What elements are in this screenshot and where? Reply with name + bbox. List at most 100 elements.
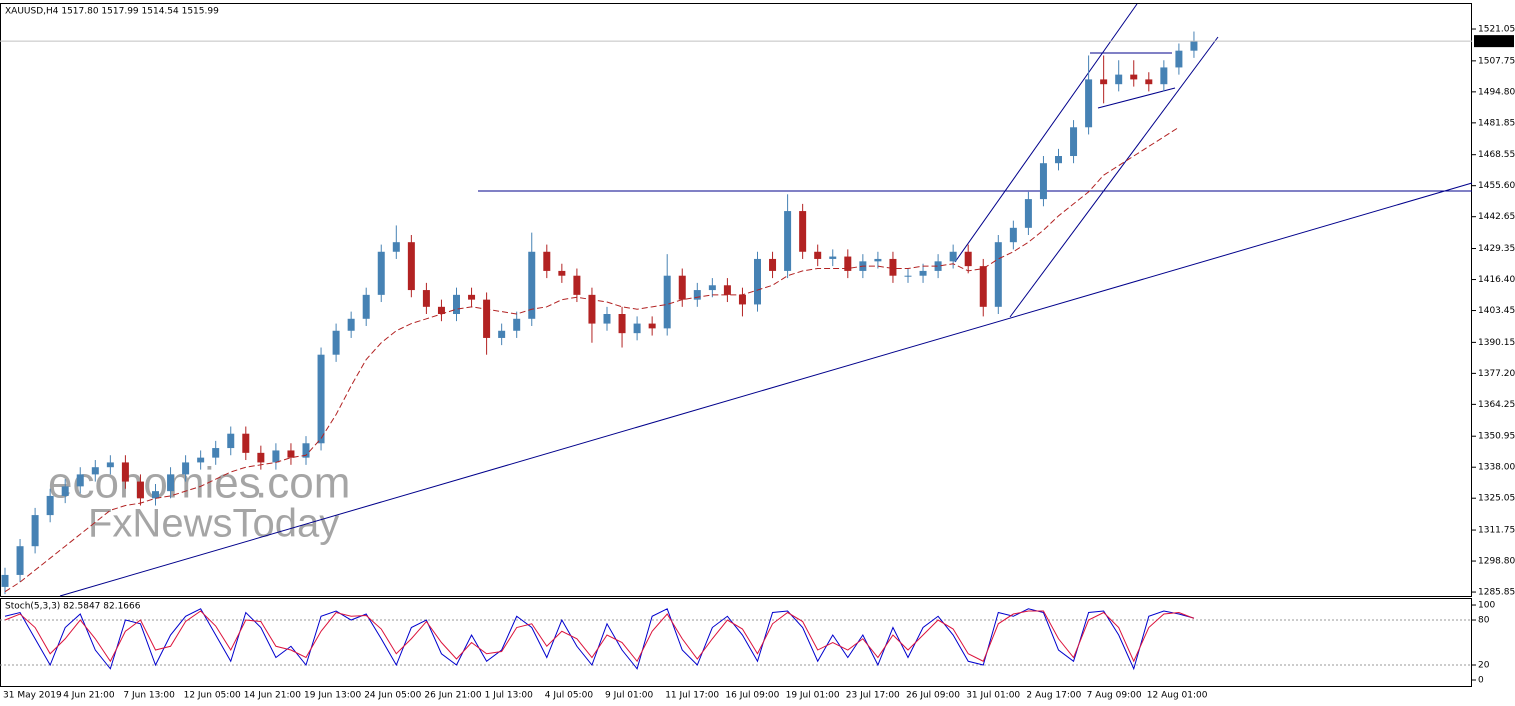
candle-body [16,546,24,575]
candle-body [197,457,205,463]
candle-body [76,474,84,487]
stoch-line [4,610,1195,663]
candle-body [106,462,114,468]
stoch-title: Stoch(5,3,3) 82.5847 82.1666 [5,602,141,612]
channel-upper [954,3,1138,263]
y-tick-label: 1403.45 [1478,306,1515,316]
channel-lower [1009,36,1219,318]
candle-body [663,275,671,329]
candle-body [152,491,159,499]
drawings [59,3,1473,597]
candle-body [693,290,701,300]
candle-body [1,574,9,587]
candle-body [829,256,837,259]
x-tick-label: 24 Jun 05:00 [364,691,421,701]
candle-body [167,474,175,492]
candle-body [799,211,807,252]
candle-body [1175,50,1183,68]
candle-body [708,285,716,291]
y-tick-label: 1350.95 [1478,432,1515,442]
candle-body [543,251,551,271]
candle-body [1115,74,1123,85]
candle-body [904,275,912,277]
candle-body [738,294,746,305]
candle-body [468,294,476,300]
candle-body [287,450,295,458]
candle-body [964,251,972,267]
y-tick-label: 1494.80 [1478,87,1515,97]
candle-body [1009,227,1017,243]
candle-body [31,515,39,547]
x-tick-label: 7 Aug 09:00 [1087,691,1142,701]
x-tick-label: 4 Jul 05:00 [545,691,594,701]
x-tick-label: 12 Jun 05:00 [184,691,241,701]
y-tick-label: 1521.05 [1478,25,1515,35]
candle-body [437,306,445,315]
candle-body [784,211,792,271]
y-tick-label: 1311.75 [1478,526,1515,536]
candle-body [949,251,957,262]
candle-body [377,251,385,295]
candle-body [994,242,1002,307]
y-tick-label: 1364.25 [1478,400,1515,410]
x-tick-label: 19 Jul 01:00 [786,691,840,701]
x-tick-label: 9 Jul 01:00 [605,691,654,701]
candle-body [453,294,460,315]
x-tick-label: 12 Aug 01:00 [1147,691,1208,701]
candle-body [618,314,626,334]
candle-body [362,294,370,319]
chart-title: XAUUSD,H4 1517.80 1517.99 1514.54 1515.9… [5,7,219,17]
watermark: economies .com FxNewsToday [48,459,350,546]
candle-body [91,467,99,475]
moving-average [4,126,1180,593]
y-tick-label: 100 [1478,601,1495,611]
x-tick-label: 1 Jul 13:00 [485,691,534,701]
candle-body [754,258,761,305]
candle-body [874,258,882,262]
y-tick-label: 1390.15 [1478,338,1515,348]
candle-body [1145,79,1153,85]
candle-body [1024,199,1032,228]
y-tick-label: 1298.80 [1478,557,1515,567]
candle-body [1100,79,1108,85]
candle-body [302,443,310,458]
candle-body [723,285,731,295]
candle-body [513,318,521,331]
x-tick-label: 14 Jun 21:00 [244,691,301,701]
candle-body [648,323,656,329]
y-tick-label: 1416.40 [1478,275,1515,285]
candle-body [1085,79,1093,128]
trend-line [59,182,1473,597]
candle-body [889,258,897,276]
last-price-box [1474,35,1514,48]
y-tick-label: 0 [1478,676,1484,686]
y-tick-label: 1338.00 [1478,463,1515,473]
last-price-label: 1515.99 [1477,37,1514,47]
y-tick-label: 20 [1478,661,1490,671]
candle-body [844,256,852,271]
candle-body [558,270,566,276]
x-tick-label: 26 Jun 21:00 [424,691,481,701]
x-tick-label: 23 Jul 17:00 [846,691,900,701]
y-tick-label: 1468.55 [1478,150,1515,160]
candle-body [121,462,129,482]
x-tick-label: 4 Jun 21:00 [63,691,115,701]
candle-body [227,433,235,449]
candle-body [1039,163,1047,200]
y-tick-label: 1442.65 [1478,212,1515,222]
x-tick-label: 19 Jun 13:00 [304,691,361,701]
candle-body [573,275,581,295]
candle-body [182,462,190,475]
candle-body [979,266,987,307]
candle-body [422,290,430,307]
candle-body [272,450,280,463]
y-tick-label: 1455.60 [1478,181,1515,191]
candle-body [528,251,536,319]
candle-body [1190,41,1198,51]
candle-body [136,481,144,499]
x-tick-label: 2 Aug 17:00 [1026,691,1081,701]
candle-body [1070,127,1078,157]
stoch-frame [0,598,1472,687]
